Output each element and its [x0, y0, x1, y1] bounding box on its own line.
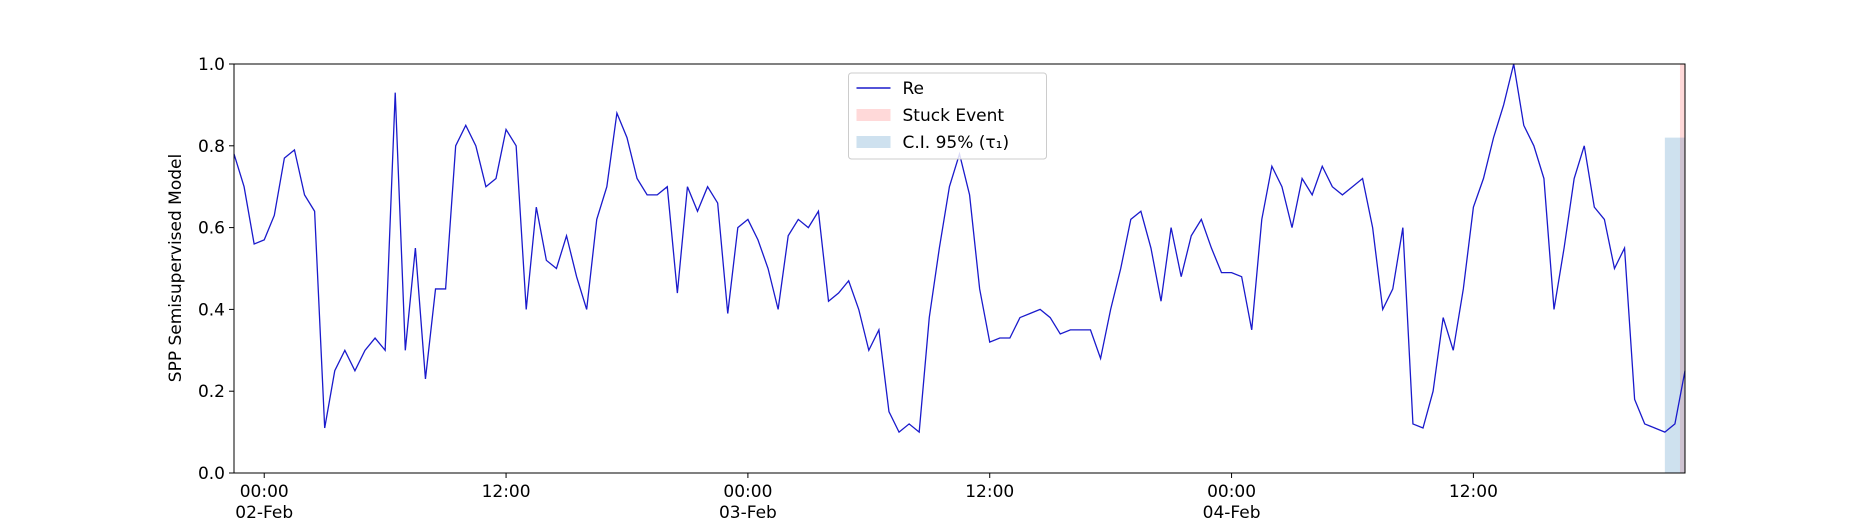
y-tick-label: 1.0 [198, 55, 225, 75]
x-tick-label-line: 02-Feb [235, 503, 293, 523]
plot-frame [233, 63, 1686, 474]
x-tick-label-line: 00:00 [1207, 482, 1256, 502]
y-tick-label: 0.4 [198, 300, 225, 320]
x-tick-label-line: 03-Feb [719, 503, 777, 523]
x-tick-label: 00:00 03-Feb [719, 482, 777, 523]
y-tick-label: 0.6 [198, 219, 225, 239]
y-tick-label: 0.2 [198, 382, 225, 402]
legend-swatch [856, 136, 891, 148]
legend-label: Stuck Event [903, 106, 1005, 126]
x-tick-label-line: 12:00 [482, 482, 531, 502]
y-tick-label: 0.8 [198, 137, 225, 157]
x-tick-label-line: 00:00 [240, 482, 289, 502]
legend-box [848, 72, 1047, 160]
x-tick-label-line: 04-Feb [1203, 503, 1261, 523]
x-tick-label-line: 00:00 [723, 482, 772, 502]
y-axis-label: SPP Semisupervised Model [166, 154, 186, 382]
x-tick-label-line: 12:00 [965, 482, 1014, 502]
x-tick-label-line: 12:00 [1449, 482, 1498, 502]
x-tick-label: 00:00 04-Feb [1203, 482, 1261, 523]
span [1664, 137, 1685, 473]
legend-label: Re [903, 79, 925, 99]
legend-swatch [856, 109, 891, 121]
x-tick-label: 12:00 [965, 482, 1014, 502]
legend-label: C.I. 95% (τ₁) [903, 133, 1010, 153]
span [1679, 64, 1685, 473]
x-tick-label: 12:00 [1449, 482, 1498, 502]
y-tick-label: 0.0 [198, 464, 225, 484]
x-tick-label: 12:00 [482, 482, 531, 502]
